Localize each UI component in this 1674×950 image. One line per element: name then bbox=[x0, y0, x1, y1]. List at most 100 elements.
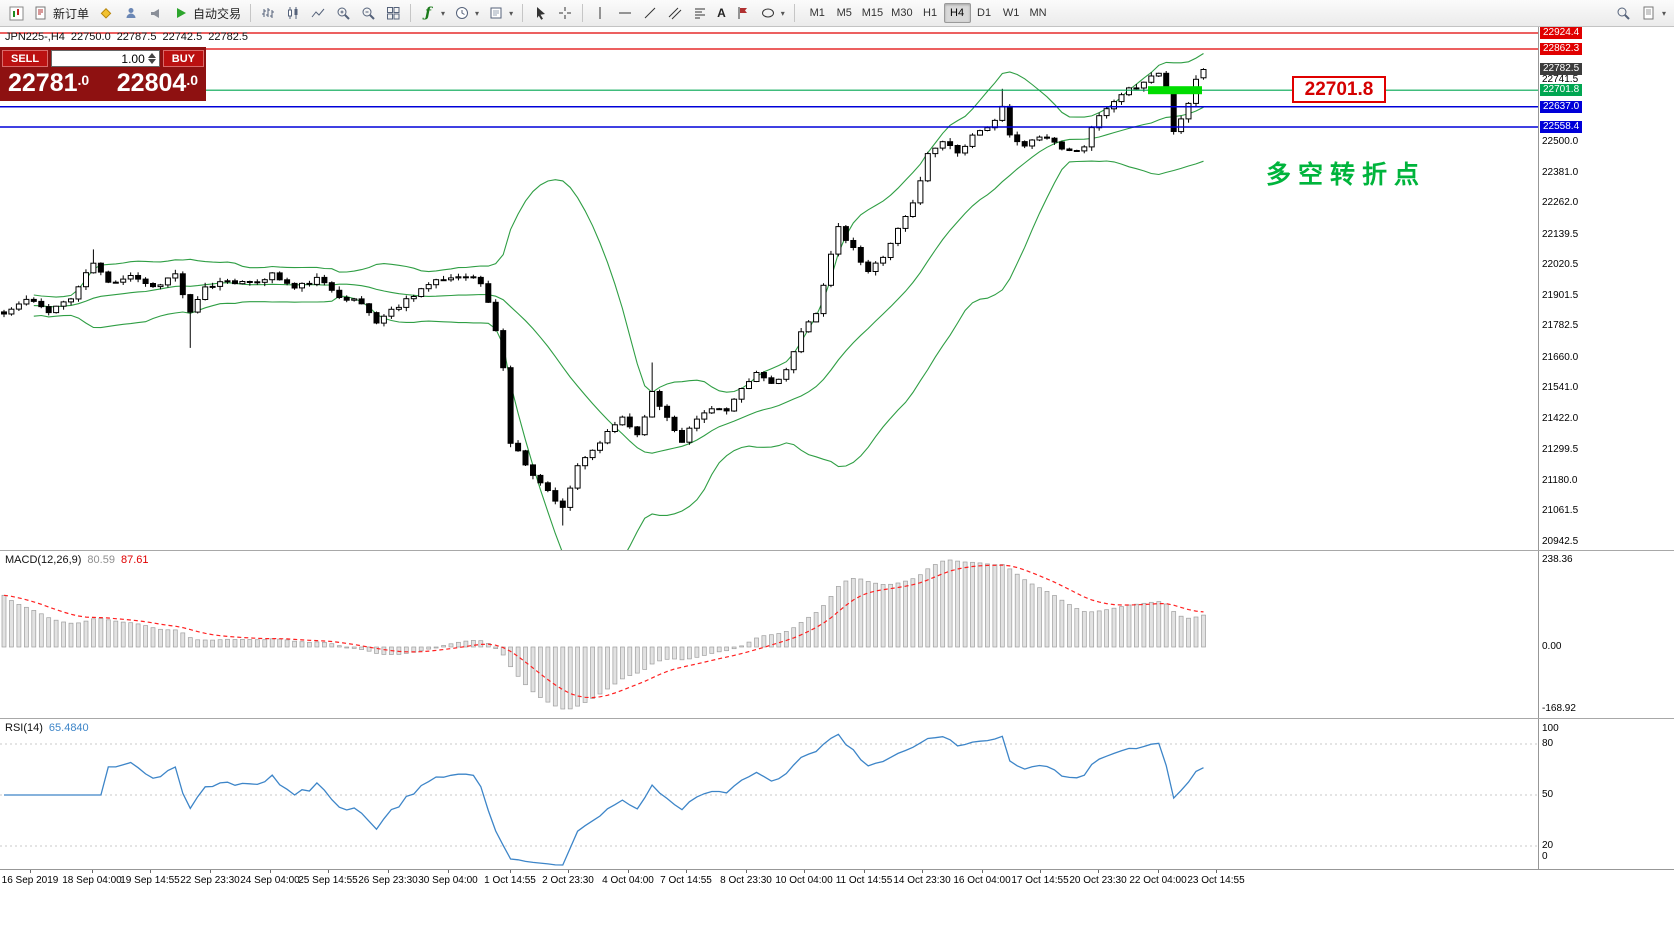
time-tick bbox=[30, 870, 31, 873]
turning-point-annotation[interactable]: 多空转折点 bbox=[1266, 161, 1427, 189]
time-axis-label: 4 Oct 04:00 bbox=[602, 875, 654, 886]
macd-panel[interactable] bbox=[0, 551, 1538, 719]
volume-value: 1.00 bbox=[121, 51, 145, 66]
line-chart-button[interactable] bbox=[306, 2, 330, 24]
cursor-icon bbox=[532, 5, 548, 21]
timeframe-H4[interactable]: H4 bbox=[943, 3, 971, 23]
periods-button[interactable]: ▾ bbox=[450, 2, 483, 24]
time-axis-label: 18 Sep 04:00 bbox=[62, 875, 122, 886]
vertical-line-tool[interactable] bbox=[588, 2, 612, 24]
label-tool[interactable] bbox=[731, 2, 755, 24]
help-button[interactable]: ▾ bbox=[1637, 2, 1670, 24]
time-tick bbox=[388, 870, 389, 873]
buy-button[interactable]: BUY bbox=[162, 50, 204, 67]
timeframe-MN[interactable]: MN bbox=[1029, 7, 1047, 19]
price-tick-label: 20942.5 bbox=[1542, 536, 1579, 547]
volume-input[interactable]: 1.00 bbox=[51, 50, 160, 67]
chart-ohlc-header: JPN225-,H4 22750.0 22787.5 22742.5 22782… bbox=[5, 31, 248, 43]
crosshair-icon bbox=[557, 5, 573, 21]
time-axis-label: 30 Sep 04:00 bbox=[418, 875, 478, 886]
new-chart-button[interactable] bbox=[4, 2, 28, 24]
indicators-button[interactable]: ƒ ▾ bbox=[416, 2, 449, 24]
timeframe-H1[interactable]: H1 bbox=[923, 7, 938, 19]
indicators-icon: ƒ bbox=[425, 5, 432, 21]
vertical-line-icon bbox=[592, 5, 608, 21]
time-tick bbox=[628, 870, 629, 873]
channel-tool[interactable] bbox=[663, 2, 687, 24]
panel-separator[interactable] bbox=[0, 550, 1674, 551]
volume-spinner[interactable] bbox=[147, 51, 158, 66]
tile-windows-button[interactable] bbox=[381, 2, 405, 24]
macd-main-value: 80.59 bbox=[87, 554, 115, 566]
zoom-in-button[interactable] bbox=[331, 2, 355, 24]
timeframe-D1[interactable]: D1 bbox=[977, 7, 992, 19]
zoom-out-icon bbox=[360, 5, 376, 21]
sell-button[interactable]: SELL bbox=[2, 50, 49, 67]
zoom-out-button[interactable] bbox=[356, 2, 380, 24]
tile-windows-icon bbox=[385, 5, 401, 21]
text-tool-icon: A bbox=[717, 6, 726, 20]
chevron-down-icon: ▾ bbox=[1661, 8, 1666, 18]
search-button[interactable] bbox=[1611, 2, 1635, 24]
price-chart[interactable] bbox=[0, 27, 1538, 551]
document-icon bbox=[1641, 5, 1657, 21]
text-tool[interactable]: A bbox=[713, 2, 730, 24]
timeframe-W1[interactable]: W1 bbox=[1002, 7, 1020, 19]
cursor-tool-button[interactable] bbox=[528, 2, 552, 24]
panel-separator[interactable] bbox=[0, 718, 1674, 719]
time-axis[interactable]: 16 Sep 2019 18 Sep 04:00 19 Sep 14:55 22 Se… bbox=[0, 869, 1674, 891]
candlestick-chart-button[interactable] bbox=[281, 2, 305, 24]
alerts-button[interactable] bbox=[144, 2, 168, 24]
price-tick-label: 21180.0 bbox=[1542, 475, 1578, 486]
rsi-panel[interactable] bbox=[0, 719, 1538, 869]
profile-icon bbox=[123, 5, 139, 21]
bar-chart-button[interactable] bbox=[256, 2, 280, 24]
macd-axis-label: -168.92 bbox=[1542, 703, 1576, 714]
chevron-down-icon: ▾ bbox=[780, 8, 785, 18]
timeframe-M1[interactable]: M1 bbox=[809, 7, 825, 19]
toolbar-separator bbox=[582, 4, 584, 22]
algo-trading-button[interactable]: 自动交易 bbox=[169, 2, 245, 24]
rsi-axis-label: 20 bbox=[1542, 840, 1554, 851]
toolbar-separator bbox=[793, 4, 795, 22]
time-axis-label: 26 Sep 23:30 bbox=[358, 875, 418, 886]
rsi-value: 65.4840 bbox=[48, 722, 89, 734]
time-tick bbox=[864, 870, 865, 873]
time-tick bbox=[448, 870, 449, 873]
time-tick bbox=[150, 870, 151, 873]
time-axis-label: 7 Oct 14:55 bbox=[660, 875, 712, 886]
horizontal-line-tool[interactable] bbox=[613, 2, 637, 24]
one-click-trading-panel: SELL 1.00 BUY 22781 .0 22804 .0 bbox=[0, 47, 206, 101]
toolbar-separator bbox=[250, 4, 252, 22]
time-tick bbox=[328, 870, 329, 873]
time-tick bbox=[270, 870, 271, 873]
trendline-tool[interactable] bbox=[638, 2, 662, 24]
shapes-tool[interactable]: ▾ bbox=[756, 2, 789, 24]
metaeditor-button[interactable] bbox=[94, 2, 118, 24]
templates-button[interactable]: ▾ bbox=[484, 2, 517, 24]
time-tick bbox=[1040, 870, 1041, 873]
open-value: 22750.0 bbox=[70, 31, 111, 43]
time-axis-label: 8 Oct 23:30 bbox=[720, 875, 772, 886]
buy-price: 22804 .0 bbox=[116, 69, 198, 97]
price-level-label: 22924.4 bbox=[1540, 27, 1583, 39]
timeframe-M5[interactable]: M5 bbox=[836, 7, 852, 19]
algo-trading-label: 自动交易 bbox=[193, 6, 242, 21]
price-level-label: 22701.8 bbox=[1540, 84, 1583, 96]
price-axis[interactable]: 22500.0 22381.0 22262.0 22139.5 22020.5 21901… bbox=[1538, 27, 1674, 869]
timeframe-M30[interactable]: M30 bbox=[891, 7, 913, 19]
search-icon bbox=[1615, 5, 1631, 21]
close-value: 22782.5 bbox=[208, 31, 248, 43]
chevron-down-icon: ▾ bbox=[509, 8, 514, 18]
profiles-button[interactable] bbox=[119, 2, 143, 24]
time-axis-label: 24 Sep 04:00 bbox=[240, 875, 300, 886]
price-tick-label: 21299.5 bbox=[1542, 444, 1579, 455]
clock-icon bbox=[454, 5, 470, 21]
new-order-button[interactable]: 新订单 bbox=[29, 2, 93, 24]
metaeditor-icon bbox=[98, 5, 114, 21]
crosshair-tool-button[interactable] bbox=[553, 2, 577, 24]
fibonacci-tool[interactable] bbox=[688, 2, 712, 24]
rsi-header: RSI(14) 65.4840 bbox=[5, 722, 89, 734]
timeframe-M15[interactable]: M15 bbox=[861, 7, 884, 19]
price-callout[interactable]: 22701.8 bbox=[1292, 76, 1386, 103]
